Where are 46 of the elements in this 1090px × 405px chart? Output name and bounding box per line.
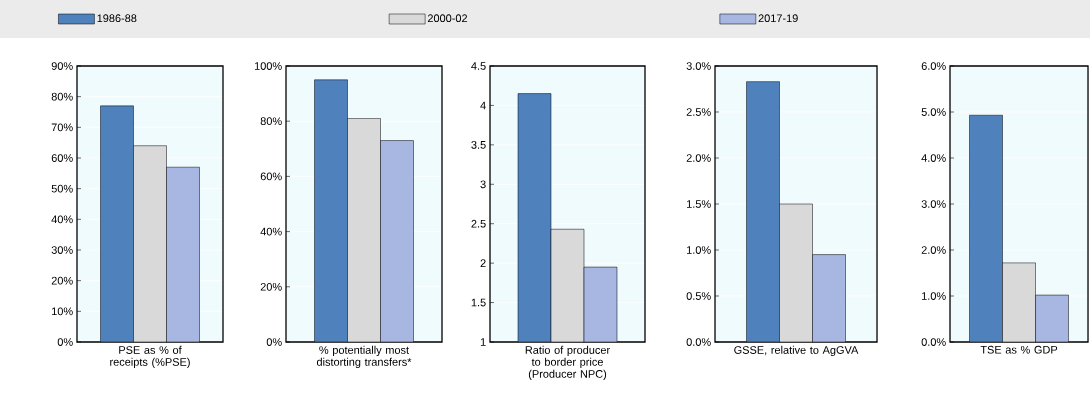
y-tick-label: 0% <box>266 338 282 346</box>
y-tick-label: 6.0% <box>921 62 946 70</box>
x-tick-label: GSSE, relative to AgGVA <box>734 345 859 357</box>
y-tick-label: 60% <box>260 172 282 181</box>
y-tick-label: 70% <box>51 123 73 132</box>
y-tick-label: 30% <box>51 246 73 254</box>
y-tick-label: 0.5% <box>686 292 711 300</box>
y-tick-label: 0.0% <box>686 338 711 346</box>
y-tick-label: 60% <box>51 154 73 162</box>
legend-label: 2017-19 <box>758 14 798 23</box>
y-tick-label: 3 <box>480 180 486 189</box>
y-tick-label: 1.0% <box>687 246 711 254</box>
y-tick-label: 2.0% <box>921 246 946 254</box>
y-tick-label: 1.5% <box>687 200 711 208</box>
y-tick-label: 4.5 <box>471 62 486 70</box>
y-tick-label: 1.0% <box>922 292 946 300</box>
y-tick-label: 10% <box>52 307 73 316</box>
y-tick-label: 4 <box>480 101 486 110</box>
x-tick-label: PSE as % of receipts (%PSE) <box>110 345 190 368</box>
y-tick-label: 80% <box>260 117 282 126</box>
y-tick-label: 3.0% <box>686 62 711 70</box>
legend-label: 1986-88 <box>97 14 137 23</box>
y-tick-label: 1.5 <box>471 298 486 307</box>
y-tick-label: 100% <box>254 62 282 70</box>
y-tick-label: 2.5 <box>471 219 486 228</box>
x-tick-label: Ratio of producer to border price (Producer NPC) <box>525 345 610 380</box>
y-tick-label: 50% <box>51 184 73 193</box>
x-tick-label: TSE as % GDP <box>980 345 1058 354</box>
y-tick-label: 3.5 <box>471 140 486 149</box>
legend-label: 2000-02 <box>427 14 468 23</box>
y-tick-label: 1 <box>480 338 486 346</box>
y-tick-label: 0% <box>57 338 73 346</box>
y-tick-label: 20% <box>51 276 73 285</box>
y-tick-label: 90% <box>51 62 73 70</box>
y-tick-label: 40% <box>51 215 73 224</box>
y-tick-label: 3.0% <box>921 200 946 208</box>
y-tick-label: 80% <box>51 92 73 101</box>
y-tick-label: 0.0% <box>921 338 946 346</box>
y-tick-label: 2.5% <box>686 108 711 116</box>
y-tick-label: 5.0% <box>921 108 946 116</box>
y-tick-label: 2.0% <box>686 154 711 162</box>
x-tick-label: % potentially most distorting transfers* <box>316 345 412 369</box>
y-tick-label: 4.0% <box>921 154 946 162</box>
y-tick-label: 40% <box>260 227 282 236</box>
y-tick-label: 20% <box>260 282 282 291</box>
y-tick-label: 2 <box>480 259 486 267</box>
